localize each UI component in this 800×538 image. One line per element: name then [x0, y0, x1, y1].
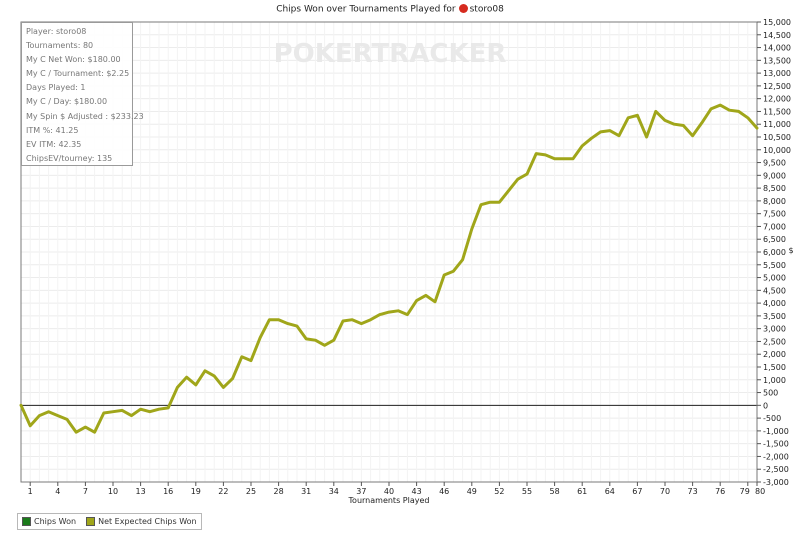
- y-tick-label: 10,000: [763, 146, 791, 155]
- y-tick-label: 5,000: [763, 274, 786, 283]
- x-tick-label: 34: [329, 487, 339, 496]
- chart-title-player: storo08: [469, 4, 504, 15]
- stats-line: Tournaments: 80: [26, 41, 94, 51]
- series-line-net-expected-chips-won: [19, 103, 759, 434]
- series-layer: [19, 103, 759, 434]
- x-axis: 1 4 7 10 13 16 19 22 25 28 31 34 37 40 43 46 49 52 55 58 61 6…: [28, 482, 765, 496]
- x-tick-label: 10: [108, 487, 118, 496]
- y-tick-label: 12,500: [763, 82, 791, 91]
- stats-line: My C / Tournament: $2.25: [26, 69, 130, 79]
- y-tick-label: 15,000: [763, 18, 791, 27]
- y-tick-label: 13,000: [763, 69, 791, 78]
- x-tick-label: 37: [356, 487, 366, 496]
- y-tick-label: 1,000: [763, 376, 786, 385]
- y-axis-label: $: [788, 246, 793, 255]
- x-tick-label: 73: [688, 487, 698, 496]
- legend-label-chips-won: Chips Won: [34, 517, 77, 526]
- y-tick-label: 14,000: [763, 44, 791, 53]
- pokertracker-logo-icon: [458, 4, 468, 13]
- y-tick-label: 13,500: [763, 56, 791, 65]
- stats-line: ITM %: 41.25: [26, 125, 79, 135]
- y-tick-label: 0: [763, 401, 768, 410]
- x-tick-label: 52: [494, 487, 504, 496]
- stats-line: Days Played: 1: [26, 83, 86, 93]
- y-tick-label: 4,500: [763, 286, 786, 295]
- y-tick-label: 1,500: [763, 363, 786, 372]
- x-tick-label: 67: [632, 487, 642, 496]
- x-tick-label: 61: [577, 487, 587, 496]
- legend-swatch-net-expected: [86, 517, 96, 526]
- watermark: POKERTRACKER: [274, 39, 507, 69]
- y-tick-label: 11,500: [763, 107, 791, 116]
- y-tick-label: 8,500: [763, 184, 786, 193]
- y-tick-label: 12,000: [763, 95, 791, 104]
- y-tick-label: 2,000: [763, 350, 786, 359]
- legend-item-net-expected[interactable]: Net Expected Chips Won: [86, 517, 197, 526]
- y-tick-label: 8,000: [763, 197, 786, 206]
- stats-line: My C Net Won: $180.00: [26, 55, 121, 65]
- x-tick-label: 28: [274, 487, 284, 496]
- y-tick-label: 9,500: [763, 159, 786, 168]
- x-tick-label: 4: [55, 487, 60, 496]
- legend-swatch-chips-won: [22, 517, 31, 526]
- stats-line: My Spin $ Adjusted : $233.23: [26, 111, 144, 121]
- stats-line: My C / Day: $180.00: [26, 97, 108, 107]
- y-tick-label: 7,500: [763, 210, 786, 219]
- x-tick-label: 40: [384, 487, 394, 496]
- chart-title: Chips Won over Tournaments Played for sto…: [0, 4, 780, 15]
- y-tick-label: 6,000: [763, 248, 786, 257]
- x-tick-label: 64: [605, 487, 615, 496]
- x-tick-label: 13: [136, 487, 146, 496]
- y-tick-label: -2,500: [763, 465, 789, 474]
- chart-title-prefix: Chips Won over Tournaments Played for: [276, 4, 456, 15]
- legend-item-chips-won[interactable]: Chips Won: [22, 517, 76, 526]
- stats-line: EV ITM: 42.35: [26, 139, 82, 149]
- x-tick-label: 76: [715, 487, 725, 496]
- y-tick-label: 14,500: [763, 31, 791, 40]
- grid: [21, 21, 758, 483]
- x-tick-label: 46: [439, 487, 449, 496]
- y-tick-label: -3,000: [763, 478, 789, 487]
- y-tick-label: 10,500: [763, 133, 791, 142]
- x-tick-label: 80: [755, 487, 765, 496]
- y-tick-label: -2,000: [763, 452, 789, 461]
- y-tick-label: 500: [763, 389, 778, 398]
- y-tick-label: 4,000: [763, 299, 786, 308]
- y-tick-label: 3,000: [763, 325, 786, 334]
- y-tick-label: 3,500: [763, 312, 786, 321]
- y-tick-label: 6,500: [763, 235, 786, 244]
- x-tick-label: 58: [550, 487, 560, 496]
- y-tick-label: 7,000: [763, 222, 786, 231]
- x-tick-label: 49: [467, 487, 477, 496]
- legend-label-net-expected: Net Expected Chips Won: [98, 517, 197, 526]
- y-tick-label: -500: [763, 414, 781, 423]
- y-tick-label: 5,500: [763, 261, 786, 270]
- x-tick-label: 43: [412, 487, 422, 496]
- y-axis: -3,000 -2,500 -2,000 -1,500 -1,000 -500 0 500 1,…: [757, 18, 791, 487]
- x-tick-label: 7: [83, 487, 88, 496]
- stats-line: ChipsEV/tourney: 135: [26, 153, 113, 163]
- y-tick-label: -1,500: [763, 440, 789, 449]
- y-tick-label: 2,500: [763, 337, 786, 346]
- x-tick-label: 1: [28, 487, 33, 496]
- stats-box: Player: storo08 Tournaments: 80 My C Net W…: [21, 22, 144, 166]
- x-tick-label: 70: [660, 487, 670, 496]
- x-tick-label: 16: [163, 487, 173, 496]
- legend: Chips Won Net Expected Chips Won: [17, 513, 202, 530]
- x-tick-label: 25: [246, 487, 256, 496]
- x-tick-label: 22: [218, 487, 228, 496]
- x-tick-label: 55: [522, 487, 532, 496]
- x-axis-label: Tournaments Played: [348, 496, 430, 505]
- y-tick-label: 9,000: [763, 171, 786, 180]
- stats-line: Player: storo08: [26, 27, 87, 36]
- x-tick-label: 79: [740, 487, 750, 496]
- y-tick-label: -1,000: [763, 427, 789, 436]
- y-tick-label: 11,000: [763, 120, 791, 129]
- x-tick-label: 31: [301, 487, 311, 496]
- x-tick-label: 19: [191, 487, 201, 496]
